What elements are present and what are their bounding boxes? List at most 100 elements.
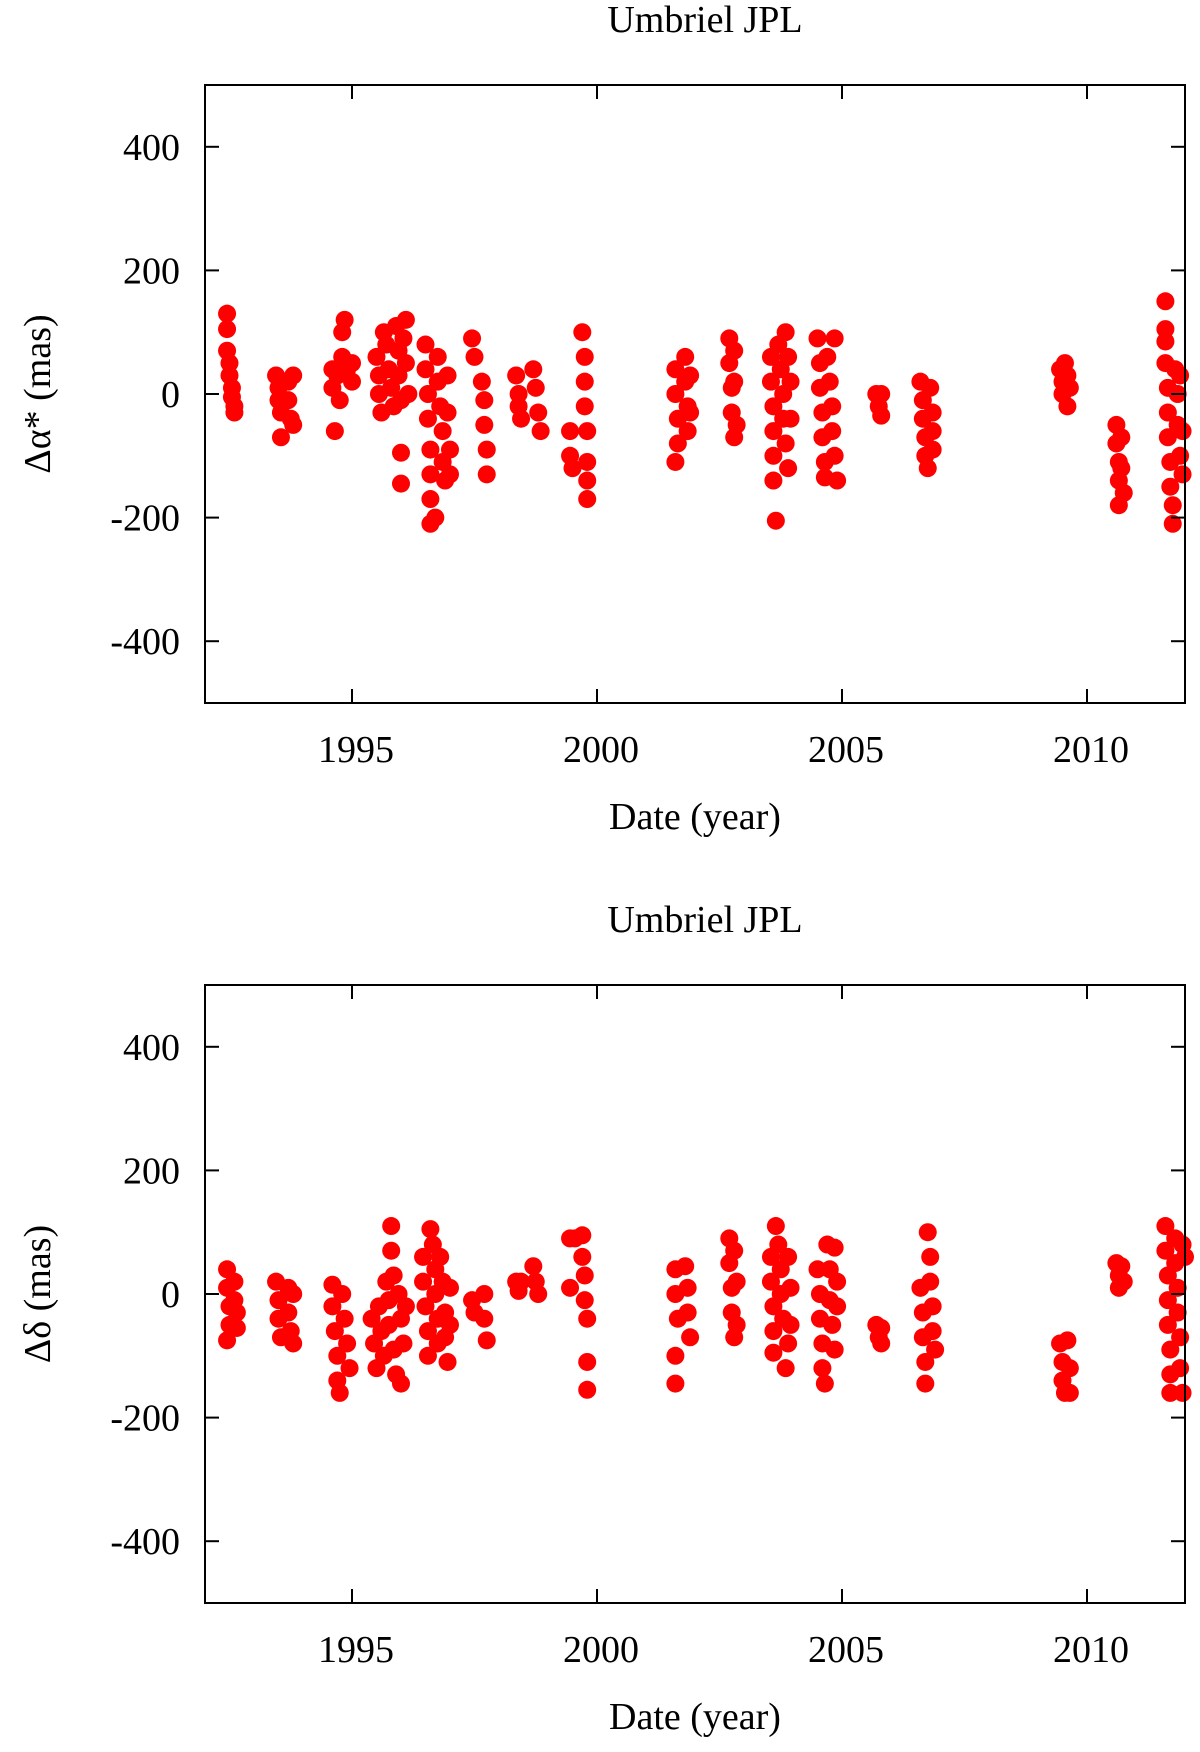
data-point: [421, 1220, 440, 1239]
data-point: [1161, 477, 1180, 496]
data-point: [578, 490, 597, 509]
data-point: [418, 409, 437, 428]
chart-panel-top: Umbriel JPL Date (year) Δα* (mas) 1995 20…: [17, 0, 1192, 838]
data-point: [431, 1247, 450, 1266]
data-point: [578, 1352, 597, 1371]
data-point: [509, 385, 528, 403]
x-tick-label: 2010: [1053, 1629, 1129, 1671]
data-point: [813, 1359, 832, 1378]
data-point: [808, 329, 827, 348]
data-point: [220, 354, 239, 373]
data-point: [681, 403, 700, 422]
data-point: [1158, 1291, 1177, 1310]
data-point: [872, 1318, 891, 1337]
data-point: [396, 1297, 415, 1316]
data-point: [769, 1235, 788, 1254]
data-point: [225, 403, 244, 422]
data-point: [781, 409, 800, 428]
data-point: [475, 415, 494, 434]
data-point: [1163, 496, 1182, 515]
data-point: [416, 1297, 435, 1316]
data-point: [764, 446, 783, 465]
data-point: [818, 347, 837, 366]
data-point: [1060, 1383, 1079, 1402]
x-axis-label: Date (year): [609, 1696, 781, 1738]
data-point: [394, 329, 413, 348]
data-point: [438, 1352, 457, 1371]
data-point: [1058, 397, 1077, 416]
data-point: [923, 422, 942, 441]
data-point: [269, 1291, 288, 1310]
data-point: [438, 403, 457, 422]
data-point: [477, 465, 496, 484]
data-point: [779, 1247, 798, 1266]
data-point: [284, 1285, 303, 1303]
data-point: [575, 397, 594, 416]
data-point: [764, 422, 783, 441]
data-point: [323, 1297, 342, 1316]
data-point: [441, 1278, 459, 1297]
data-point: [561, 1278, 580, 1297]
data-point: [668, 434, 687, 453]
data-point: [578, 452, 597, 471]
data-point: [779, 459, 798, 478]
data-point: [828, 1297, 847, 1316]
data-point: [779, 347, 798, 366]
data-point: [725, 341, 744, 360]
data-point: [923, 403, 942, 422]
data-point: [1173, 422, 1192, 441]
data-point: [333, 1285, 352, 1303]
y-tick-label: 400: [123, 127, 180, 169]
data-point: [426, 508, 445, 527]
data-point: [343, 372, 361, 391]
data-point: [676, 1257, 695, 1276]
data-point: [477, 440, 496, 459]
data-point: [325, 422, 344, 441]
data-point: [421, 490, 440, 509]
data-point: [1156, 320, 1175, 339]
data-point: [529, 403, 548, 422]
data-point: [916, 1374, 935, 1393]
data-point: [524, 1257, 543, 1276]
data-point: [764, 1343, 783, 1362]
data-point: [828, 1272, 847, 1291]
data-point: [921, 1272, 940, 1291]
data-point: [428, 347, 447, 366]
data-point: [666, 1346, 685, 1365]
data-point: [872, 1334, 891, 1353]
data-point: [1156, 292, 1175, 311]
data-point: [384, 1266, 403, 1285]
data-point: [921, 1247, 940, 1266]
data-point: [1158, 1315, 1177, 1334]
data-point: [1171, 366, 1190, 385]
data-point: [418, 385, 437, 403]
data-point: [438, 366, 457, 385]
data-point: [1058, 1331, 1077, 1350]
data-point: [416, 335, 435, 354]
data-point: [575, 1266, 594, 1285]
data-point: [764, 397, 783, 416]
data-point: [578, 1309, 597, 1328]
data-point: [573, 323, 592, 342]
data-point: [575, 347, 594, 366]
data-point: [923, 1322, 942, 1341]
data-point: [475, 391, 494, 410]
data-point: [441, 440, 459, 459]
data-point: [776, 323, 795, 342]
y-tick-label: 200: [123, 250, 180, 292]
data-point: [382, 1241, 401, 1260]
data-point: [666, 360, 685, 379]
data-point: [678, 1278, 697, 1297]
data-point: [781, 1315, 800, 1334]
data-point: [328, 1346, 347, 1365]
data-point: [1173, 465, 1192, 484]
data-point: [1060, 1359, 1079, 1378]
y-tick-label: -400: [110, 621, 180, 663]
data-point: [678, 422, 697, 441]
data-point: [441, 465, 459, 484]
data-point: [418, 1346, 437, 1365]
data-point: [416, 360, 435, 379]
data-point: [338, 1334, 357, 1353]
data-point: [921, 378, 940, 397]
